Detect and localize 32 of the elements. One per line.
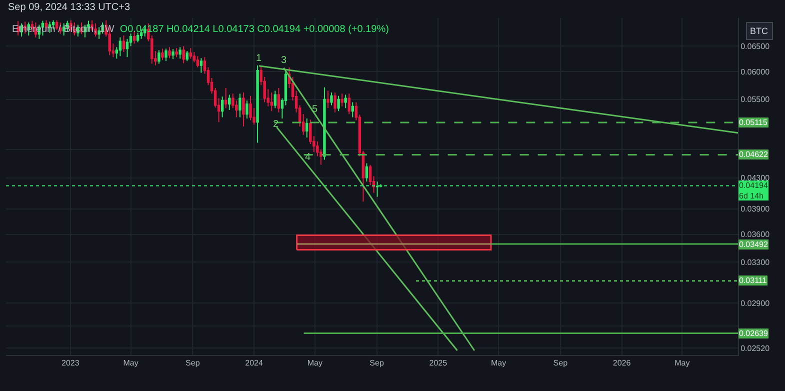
text: Sep 09, 2024 13:33 UTC+3 <box>8 2 130 13</box>
x-tick-label: 2023 <box>62 358 80 368</box>
x-tick-label: May <box>490 358 506 368</box>
y-tick-label: 0.03300 <box>740 258 770 267</box>
y-tick-label: 0.04300 <box>740 174 770 183</box>
annotation: 4 <box>305 152 311 163</box>
x-tick-label: Sep <box>370 358 384 368</box>
x-tick-label: 2025 <box>429 358 448 368</box>
data-label: 0.05115 <box>739 118 768 127</box>
annotation: 5 <box>312 104 318 115</box>
x-tick-label: 2024 <box>245 358 264 368</box>
y-tick-label: 0.05500 <box>740 95 770 104</box>
x-tick-label: May <box>123 358 138 368</box>
data-label: 0.03111 <box>739 276 768 285</box>
y-tick-label: 0.02900 <box>740 299 770 308</box>
y-axis-title: BTC <box>750 26 768 36</box>
y-tick-label: 0.06500 <box>740 42 770 51</box>
x-tick-label: Sep <box>553 358 568 368</box>
annotation: 1 <box>256 53 262 64</box>
x-tick-label: May <box>307 358 322 368</box>
y-tick-label: 0.03900 <box>740 204 770 214</box>
y-tick-label: 0.02520 <box>740 344 770 353</box>
x-tick-label: 2026 <box>612 358 632 368</box>
x-tick-label: May <box>674 358 690 368</box>
data-label: 0.03492 <box>739 240 768 249</box>
y-tick-label: 0.06000 <box>740 67 770 76</box>
data-label: 0.02639 <box>739 329 768 338</box>
y-tick-label: 0.03600 <box>740 230 770 240</box>
data-label: 0.04622 <box>739 150 768 159</box>
x-tick-label: Sep <box>186 358 200 368</box>
annotation: 3 <box>281 55 287 66</box>
ref-line-label: 0.04194 6d 14h <box>739 181 768 200</box>
